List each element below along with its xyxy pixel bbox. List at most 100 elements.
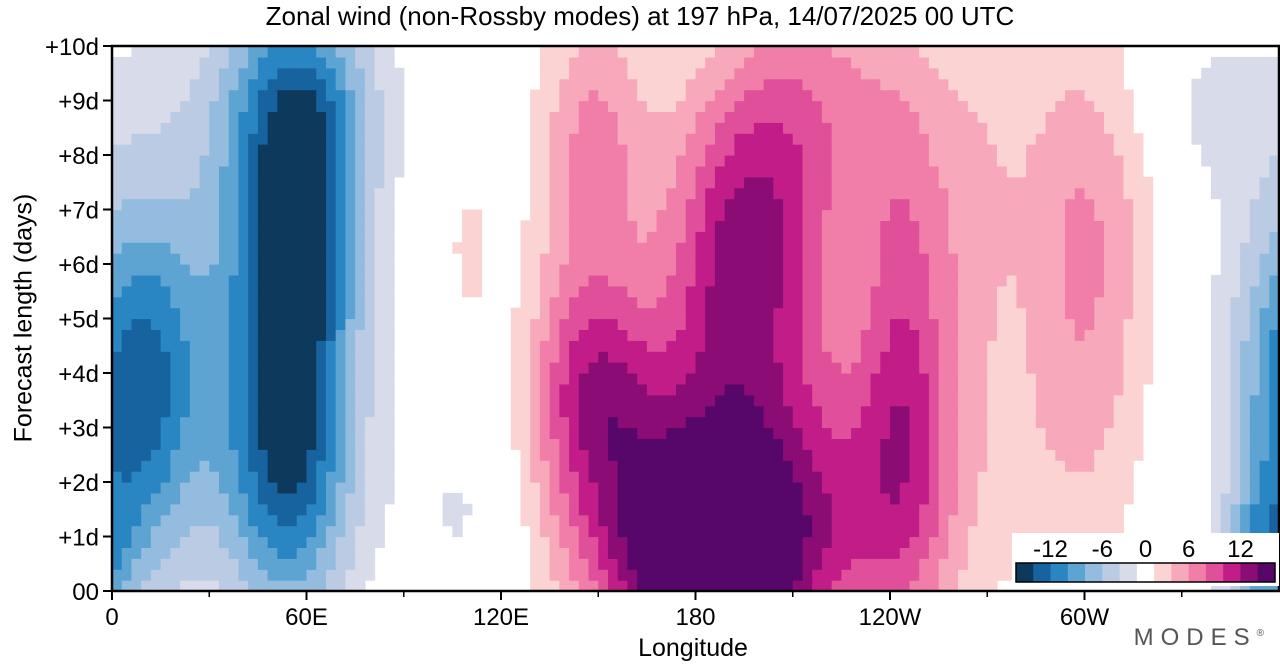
field-cell — [1065, 471, 1076, 483]
field-cell — [248, 296, 259, 309]
field-cell — [238, 318, 249, 330]
field-cell — [627, 209, 638, 221]
field-cell — [1006, 482, 1018, 494]
field-cell — [141, 503, 152, 516]
field-cell — [559, 569, 570, 581]
field-cell — [1249, 351, 1261, 363]
field-cell — [821, 133, 833, 145]
field-cell — [996, 296, 1008, 309]
field-cell — [919, 405, 930, 418]
field-cell — [987, 187, 998, 200]
field-cell — [325, 100, 337, 112]
field-cell — [1249, 209, 1261, 221]
field-cell — [296, 427, 308, 439]
field-cell — [705, 460, 716, 472]
field-cell — [1016, 100, 1027, 112]
field-cell — [724, 558, 735, 570]
field-cell — [160, 307, 171, 320]
field-cell — [530, 492, 541, 505]
field-cell — [1142, 351, 1154, 363]
field-cell — [1123, 220, 1134, 232]
field-cell — [1123, 460, 1134, 472]
field-cell — [792, 536, 804, 548]
field-cell — [1016, 482, 1027, 494]
field-cell — [238, 492, 249, 505]
field-cell — [646, 536, 658, 548]
field-cell — [1133, 231, 1144, 243]
field-cell — [792, 558, 804, 570]
field-cell — [325, 133, 337, 145]
field-cell — [812, 492, 823, 505]
field-cell — [325, 285, 337, 298]
field-cell — [578, 471, 590, 483]
field-cell — [666, 525, 677, 538]
field-cell — [559, 111, 570, 123]
field-cell — [569, 547, 580, 559]
field-cell — [131, 362, 142, 374]
field-cell — [1269, 351, 1279, 363]
field-cell — [928, 46, 940, 58]
field-cell — [588, 482, 599, 494]
field-cell — [578, 187, 590, 200]
field-cell — [248, 187, 259, 200]
field-cell — [209, 471, 220, 483]
field-cell — [150, 460, 162, 472]
field-cell — [1084, 56, 1095, 69]
field-cell — [666, 362, 677, 374]
field-cell — [812, 416, 823, 429]
field-cell — [462, 242, 473, 254]
field-cell — [841, 111, 852, 123]
field-cell — [1230, 176, 1241, 189]
field-cell — [831, 89, 842, 102]
field-cell — [909, 165, 920, 178]
field-cell — [734, 78, 745, 91]
field-cell — [958, 56, 969, 69]
field-cell — [938, 351, 949, 363]
field-cell — [773, 318, 784, 330]
field-cell — [880, 198, 891, 211]
field-cell — [753, 318, 765, 330]
field-cell — [355, 78, 366, 91]
field-cell — [316, 78, 327, 91]
field-cell — [394, 144, 405, 156]
field-cell — [1084, 209, 1095, 221]
field-cell — [112, 100, 123, 112]
field-cell — [899, 111, 911, 123]
field-cell — [1201, 89, 1212, 102]
field-cell — [364, 547, 376, 559]
field-cell — [238, 264, 249, 276]
field-cell — [588, 547, 599, 559]
field-cell — [714, 242, 726, 254]
field-cell — [831, 318, 842, 330]
field-cell — [170, 405, 181, 418]
field-cell — [1269, 231, 1279, 243]
field-cell — [792, 503, 804, 516]
field-cell — [812, 100, 823, 112]
field-cell — [364, 46, 376, 58]
field-cell — [1016, 111, 1027, 123]
field-cell — [831, 231, 842, 243]
field-cell — [1045, 525, 1056, 538]
field-cell — [744, 514, 755, 527]
field-cell — [1026, 56, 1037, 69]
field-cell — [228, 274, 240, 287]
field-cell — [180, 471, 191, 483]
field-cell — [1240, 307, 1251, 320]
field-cell — [539, 122, 551, 134]
field-cell — [1035, 274, 1047, 287]
field-cell — [374, 514, 385, 527]
field-cell — [714, 253, 726, 265]
field-cell — [442, 492, 453, 505]
field-cell — [821, 274, 833, 287]
field-cell — [578, 547, 590, 559]
field-cell — [170, 460, 181, 472]
field-cell — [228, 492, 240, 505]
field-cell — [860, 307, 872, 320]
field-cell — [1249, 67, 1261, 80]
field-cell — [170, 438, 181, 450]
field-cell — [938, 362, 949, 374]
field-cell — [831, 220, 842, 232]
field-cell — [530, 547, 541, 559]
field-cell — [831, 416, 842, 429]
